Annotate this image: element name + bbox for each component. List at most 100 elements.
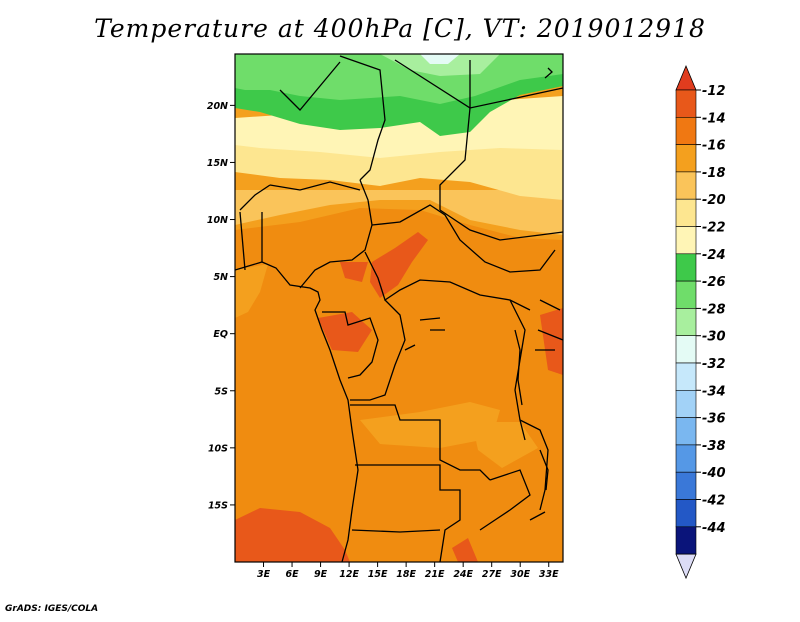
field-warm-lake-victoria [540, 308, 563, 375]
colorbar-top-arrow [675, 64, 697, 91]
lon-tick-label: 3E [257, 569, 271, 580]
lon-tick-label: 33E [539, 569, 559, 580]
colorbar-label: -32 [702, 357, 726, 372]
colorbar-swatch [675, 444, 697, 473]
plot-title: Temperature at 400hPa [C], VT: 201901291… [94, 14, 706, 43]
border-drc-east [509, 299, 526, 441]
grads-credit: GrADS: IGES/COLA [5, 604, 99, 614]
lon-tick-label: 9E [314, 569, 328, 580]
colorbar-swatch [675, 362, 697, 391]
border-tanzania [519, 419, 549, 511]
colorbar-swatch [675, 389, 697, 418]
field-orange-light-north [235, 190, 563, 235]
border-congo-drc [350, 299, 406, 401]
colorbar-bottom-arrow [675, 553, 697, 580]
border-angola-namibia [351, 529, 441, 533]
coast-northeast [544, 67, 553, 79]
border-angola-drc [350, 404, 491, 481]
border-car-north [371, 204, 556, 273]
border-niger-nigeria [269, 181, 361, 191]
colorbar-swatch [675, 526, 697, 555]
lat-tick-label: EQ [213, 329, 228, 340]
colorbar-swatch [675, 471, 697, 500]
field-warm-southwest [235, 508, 350, 562]
colorbar-swatch [675, 89, 697, 118]
border-sudan-south [439, 209, 563, 241]
lon-tick-label: 15E [368, 569, 388, 580]
colorbar-swatch [675, 144, 697, 173]
field-cyan-patch [420, 54, 460, 64]
lat-tick-label: 15N [207, 158, 228, 169]
lat-tick-label: 10S [208, 443, 228, 454]
field-orange-west-patch [235, 264, 268, 318]
colorbar-label: -34 [702, 384, 726, 399]
colorbar-label: -42 [702, 494, 726, 509]
colorbar-swatch [675, 171, 697, 200]
lon-tick-label: 27E [482, 569, 502, 580]
lon-tick-label: 18E [396, 569, 416, 580]
lon-tick-label: 24E [453, 569, 473, 580]
colorbar: -12 -14 -16 -18 -20 -22 -24 -26 -28 -30 -32 -34 -36 -… [675, 64, 726, 580]
lon-tick-label: 30E [510, 569, 530, 580]
west-coastline [235, 261, 359, 562]
lake-tanganyika [514, 329, 523, 406]
colorbar-swatch [675, 280, 697, 309]
lat-tick-label: 20N [207, 101, 228, 112]
border-chad-sudan [394, 59, 471, 210]
colorbar-swatch [675, 499, 697, 528]
field-warm-south [452, 538, 478, 562]
temperature-field [235, 54, 563, 562]
border-niger-chad [339, 55, 386, 181]
colorbar-swatch [675, 198, 697, 227]
colorbar-label: -22 [702, 221, 726, 236]
border-gabon-congo [322, 311, 379, 379]
colorbar-label: -38 [702, 439, 726, 454]
colorbar-label: -18 [702, 166, 726, 181]
field-orange-south-patch [360, 402, 500, 448]
border-ghana-togo [239, 211, 246, 271]
colorbar-swatch [675, 117, 697, 145]
border-mali-niger [279, 61, 341, 111]
colorbar-label: -24 [702, 248, 726, 263]
colorbar-label: -26 [702, 275, 726, 290]
field-warm-central [370, 232, 428, 298]
colorbar-label: -20 [702, 193, 726, 208]
colorbar-label: -30 [702, 330, 726, 345]
lake-malawi [539, 449, 549, 491]
colorbar-label: -14 [702, 111, 726, 126]
colorbar-label: -36 [702, 412, 726, 427]
field-warm-cameroon [340, 262, 368, 282]
border-burkina [239, 184, 271, 211]
border-car-drc [364, 251, 531, 311]
lat-tick-label: 10N [207, 215, 228, 226]
colorbar-swatch [675, 226, 697, 255]
longitude-axis: 3E 6E 9E 12E 15E 18E 21E 24E 27E 30E 33E [257, 562, 559, 580]
colorbar-label: -44 [702, 521, 726, 536]
border-zambia-east [479, 469, 531, 531]
colorbar-swatch [675, 417, 697, 446]
field-orange-east-patch [472, 422, 538, 468]
country-boundaries [235, 55, 563, 562]
field-orange-main [235, 208, 563, 562]
map-frame [234, 53, 564, 563]
border-libya-egypt [469, 60, 563, 109]
lat-tick-label: 5N [213, 272, 228, 283]
colorbar-swatch [675, 253, 697, 282]
colorbar-label: -12 [702, 84, 726, 99]
border-lakes [535, 299, 563, 351]
lat-tick-label: 15S [208, 500, 228, 511]
border-nigeria-cameroon [299, 179, 373, 289]
lon-tick-label: 6E [285, 569, 299, 580]
rivers-congo [404, 317, 445, 351]
colorbar-swatch [675, 335, 697, 364]
coast-mozambique [529, 511, 546, 521]
lon-tick-label: 21E [425, 569, 445, 580]
border-angola-zambia [355, 464, 461, 562]
colorbar-label: -16 [702, 139, 726, 154]
lat-tick-label: 5S [215, 386, 229, 397]
colorbar-label: -28 [702, 302, 726, 317]
latitude-axis: 20N 15N 10N 5N EQ 5S 10S 15S [207, 101, 235, 511]
lon-tick-label: 12E [339, 569, 359, 580]
